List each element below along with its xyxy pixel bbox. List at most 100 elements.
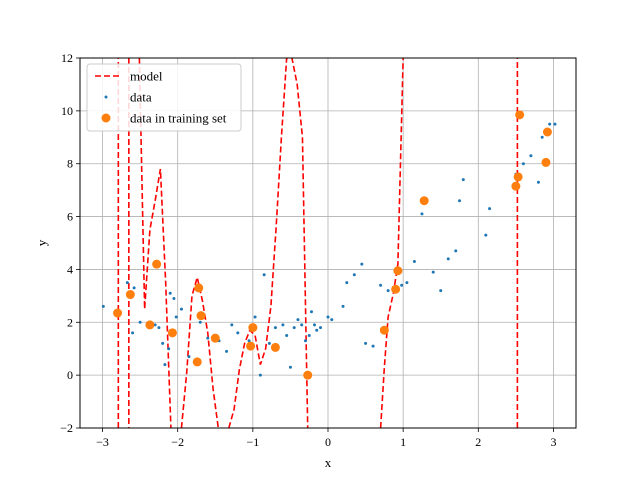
data-point	[312, 323, 316, 327]
training-point	[192, 357, 202, 367]
training-point	[419, 196, 429, 206]
training-point	[391, 284, 401, 294]
data-point	[247, 339, 251, 343]
data-point	[198, 320, 202, 324]
data-point	[345, 281, 349, 285]
data-point	[179, 307, 183, 311]
y-tick-label: 0	[67, 368, 73, 382]
data-point	[461, 178, 465, 182]
data-point	[307, 334, 311, 337]
training-point	[513, 172, 523, 182]
data-point	[172, 297, 176, 300]
data-point	[157, 326, 161, 330]
grid	[80, 57, 576, 429]
data-point	[484, 233, 488, 237]
data-point	[236, 331, 240, 335]
data-point	[101, 304, 105, 308]
training-point	[113, 308, 123, 318]
data-point	[439, 289, 443, 293]
data-point	[371, 344, 375, 348]
series-layer	[101, 58, 557, 428]
data-point	[163, 363, 167, 367]
training-point	[194, 283, 204, 293]
x-axis-label: x	[325, 455, 332, 470]
data-point	[253, 315, 257, 319]
data-point	[315, 328, 319, 332]
y-tick-label: 6	[67, 210, 73, 224]
x-tick-label: −1	[246, 435, 259, 449]
data-point	[153, 323, 157, 327]
data-point	[230, 323, 234, 327]
data-point	[273, 326, 277, 330]
data-point	[529, 154, 533, 158]
training-point	[303, 370, 313, 380]
y-axis-label: y	[34, 239, 49, 246]
data-point	[138, 320, 142, 324]
data-point	[288, 365, 292, 369]
training-point	[196, 311, 206, 321]
data-point	[262, 273, 266, 277]
data-point	[412, 260, 416, 263]
legend-box	[86, 63, 242, 132]
data-point	[225, 349, 229, 353]
training-point	[246, 341, 256, 351]
x-tick-label: −2	[171, 435, 184, 449]
training-point	[125, 290, 135, 300]
data-point	[267, 341, 271, 345]
data-point	[292, 326, 296, 330]
data-point	[330, 318, 334, 322]
x-tick-label: −3	[96, 435, 109, 449]
data-point	[420, 212, 424, 216]
data-point	[536, 180, 540, 184]
data-point	[125, 281, 129, 285]
training-point	[167, 328, 177, 338]
data-point	[300, 323, 304, 327]
data-point	[132, 286, 136, 290]
y-tick-label: 4	[67, 262, 73, 276]
x-tick-label: 0	[325, 435, 331, 449]
data-point	[326, 315, 330, 319]
training-point	[542, 127, 552, 137]
y-tick-label: 10	[61, 104, 73, 118]
data-point	[131, 331, 135, 335]
data-point	[206, 336, 210, 340]
data-point	[458, 199, 462, 203]
data-point	[303, 339, 307, 343]
data-point	[296, 318, 300, 322]
data-point	[318, 326, 322, 330]
data-point	[309, 310, 313, 314]
training-point	[515, 110, 525, 120]
training-point	[248, 323, 258, 333]
legend-label: data in training set	[130, 111, 227, 126]
y-tick-label: 2	[67, 315, 73, 329]
data-point	[553, 122, 557, 126]
training-point	[210, 333, 220, 343]
data-point	[386, 289, 390, 293]
training-point	[145, 320, 155, 330]
data-point	[548, 122, 552, 126]
legend-swatch-marker	[104, 95, 108, 99]
data-point	[431, 270, 435, 274]
data-point	[540, 135, 544, 139]
data-point	[446, 257, 450, 261]
data-point	[360, 262, 364, 266]
training-point	[379, 325, 389, 335]
training-point	[270, 342, 280, 352]
data-point	[167, 347, 171, 351]
data-point	[341, 304, 345, 308]
data-point	[168, 291, 172, 295]
y-tick-label: −2	[60, 421, 73, 435]
training-point	[511, 181, 521, 191]
y-tick-label: 8	[67, 157, 73, 171]
data-point	[405, 281, 409, 285]
data-point	[521, 162, 525, 166]
training-point	[152, 259, 162, 269]
legend: model data data in training set	[86, 63, 242, 132]
legend-label: data	[130, 90, 152, 105]
data-point	[161, 341, 165, 345]
data-point	[281, 323, 285, 327]
x-tick-label: 3	[550, 435, 556, 449]
data-point	[187, 355, 191, 359]
training-point	[393, 266, 403, 276]
